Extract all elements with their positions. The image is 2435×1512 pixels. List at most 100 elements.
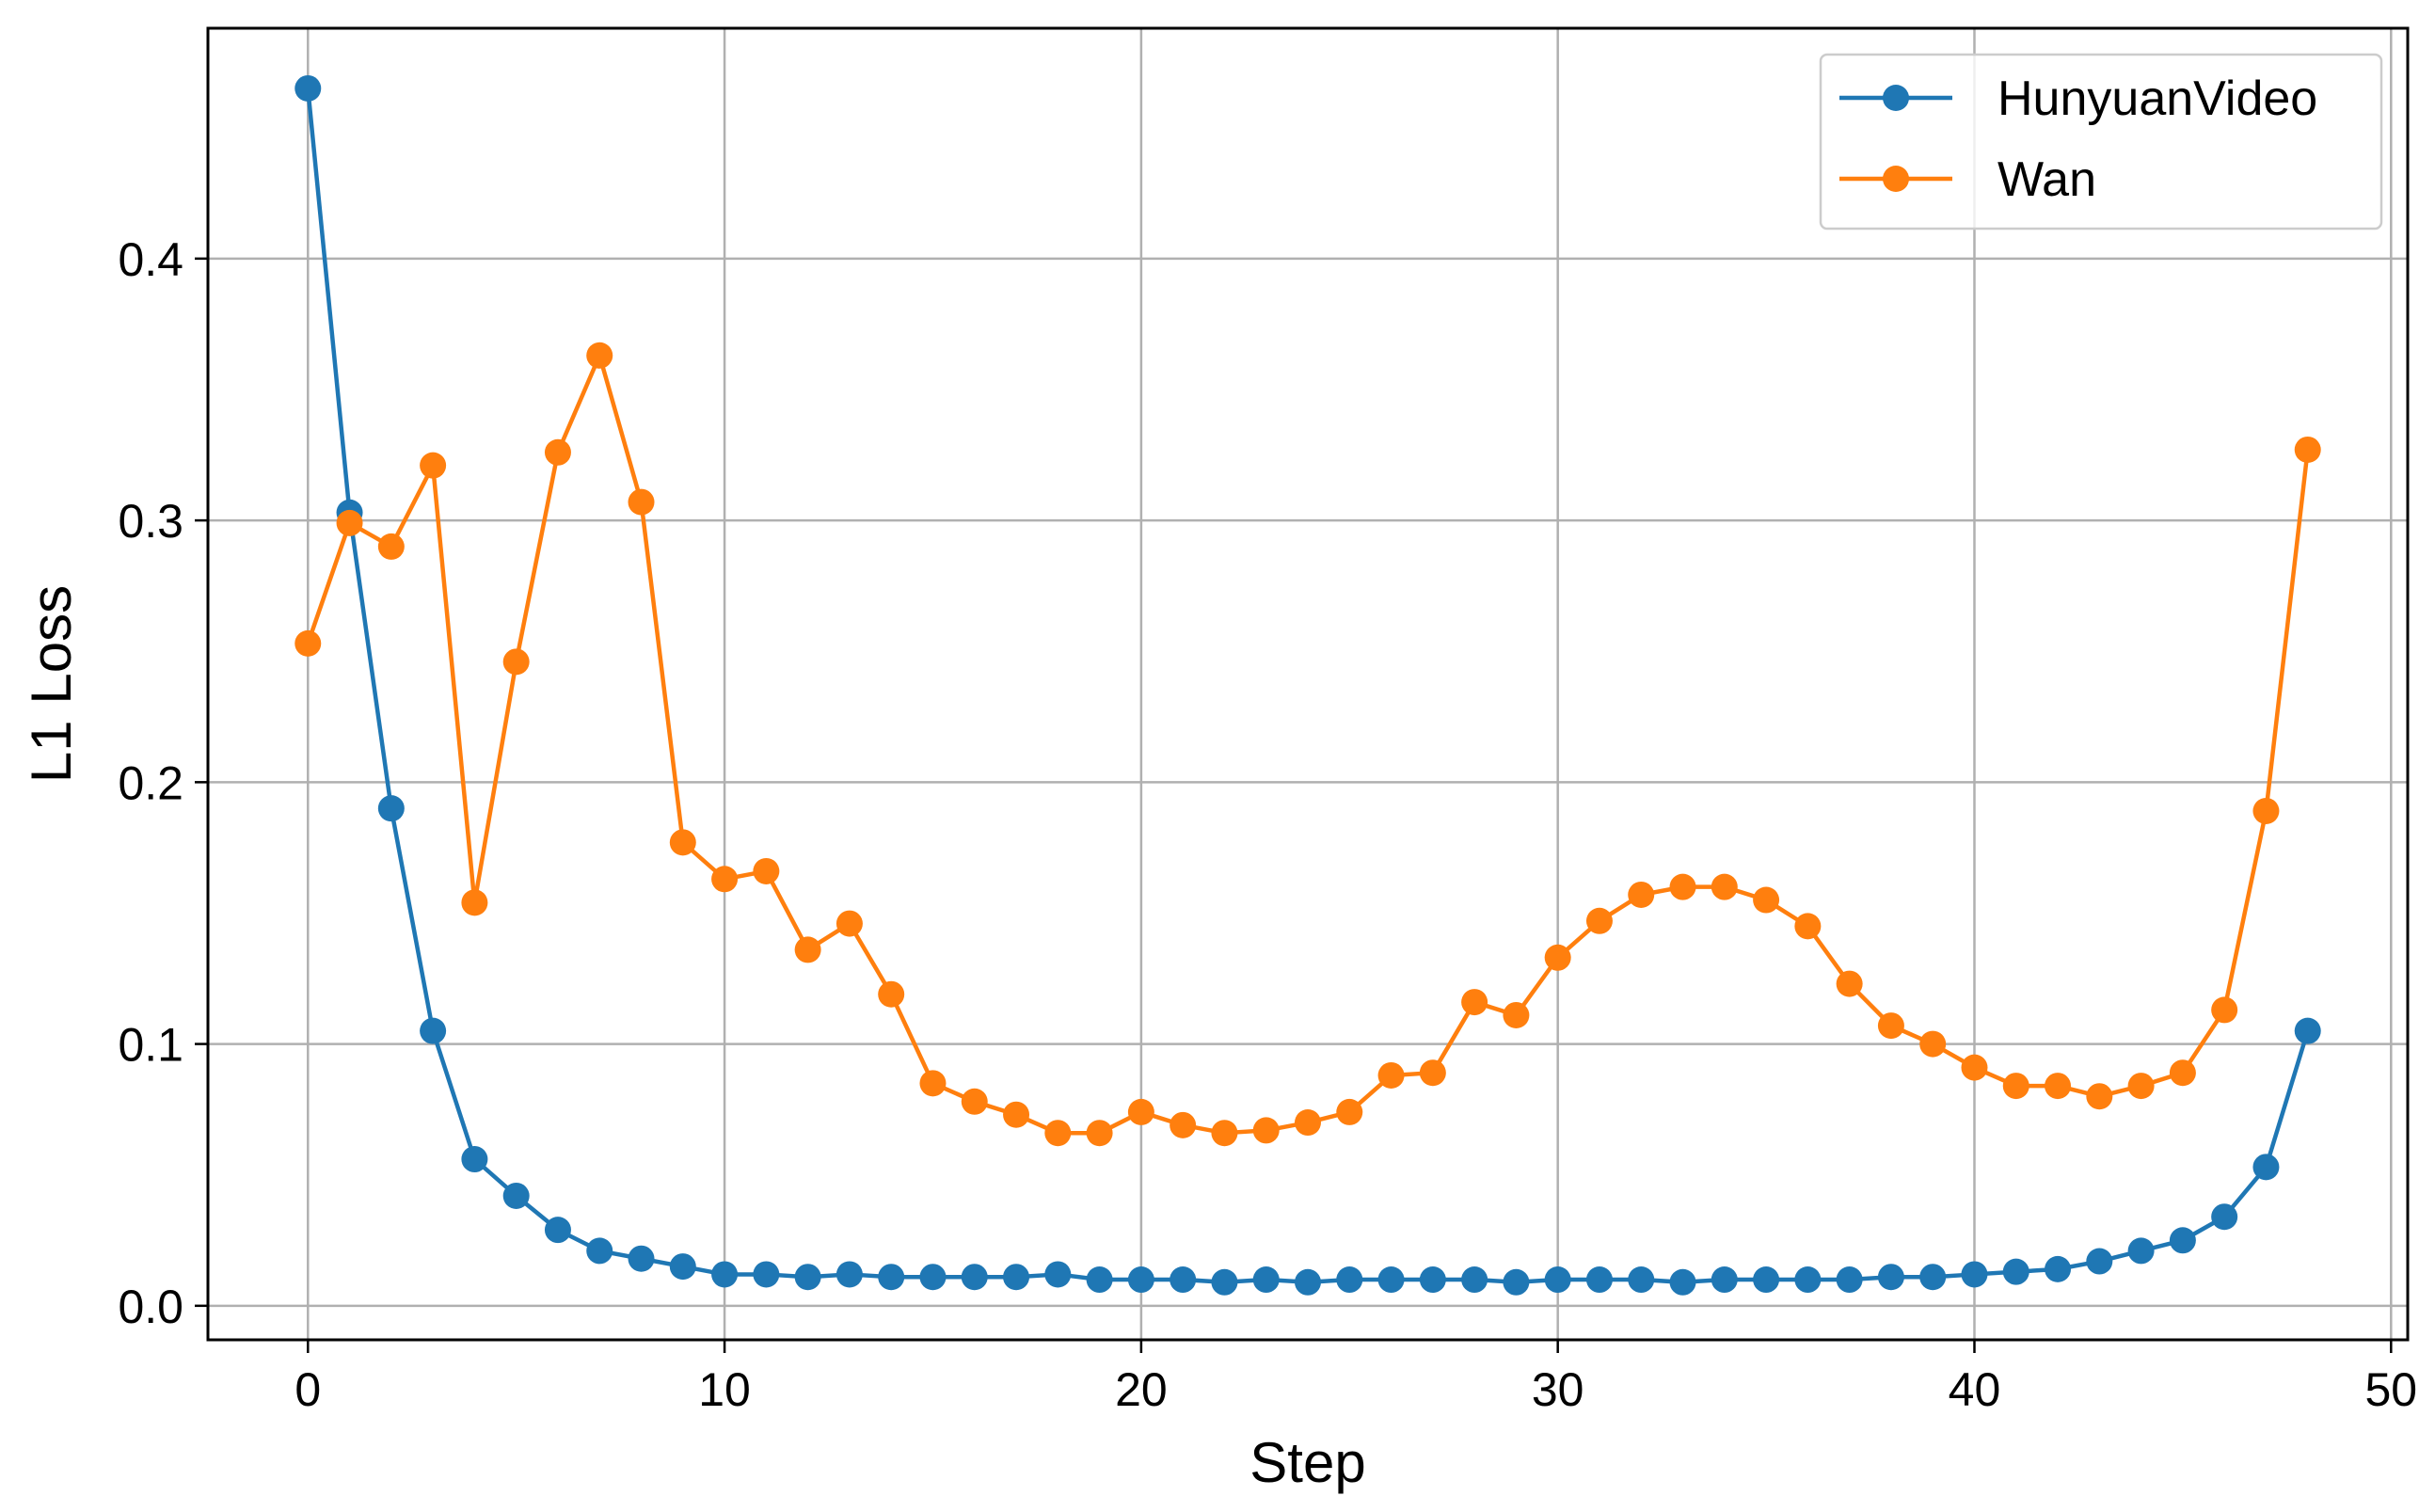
legend-box: [1819, 53, 2383, 231]
data-point-hunyuanvideo: [1585, 1266, 1613, 1294]
data-point-wan: [1669, 873, 1696, 900]
data-point-hunyuanvideo: [1377, 1266, 1405, 1294]
data-point-hunyuanvideo: [1170, 1266, 1197, 1294]
data-point-wan: [1961, 1054, 1988, 1081]
data-point-hunyuanvideo: [919, 1264, 947, 1291]
data-point-hunyuanvideo: [502, 1182, 530, 1209]
data-point-wan: [1003, 1101, 1030, 1128]
data-point-hunyuanvideo: [1503, 1268, 1530, 1296]
data-point-hunyuanvideo: [1711, 1266, 1738, 1294]
data-point-wan: [2294, 436, 2321, 463]
grid-lines: [208, 28, 2408, 1340]
data-point-hunyuanvideo: [294, 74, 322, 102]
data-point-wan: [669, 829, 696, 856]
data-point-hunyuanvideo: [1961, 1261, 1988, 1288]
data-point-wan: [336, 509, 363, 536]
data-point-hunyuanvideo: [2169, 1227, 2196, 1254]
data-point-wan: [544, 438, 571, 466]
data-point-hunyuanvideo: [1794, 1266, 1822, 1294]
x-tick-label: 30: [1532, 1363, 1584, 1416]
x-tick-label: 50: [2364, 1363, 2417, 1416]
data-point-hunyuanvideo: [1044, 1261, 1072, 1288]
data-point-wan: [1419, 1059, 1446, 1087]
data-point-wan: [2169, 1059, 2196, 1087]
data-point-hunyuanvideo: [794, 1264, 821, 1291]
data-point-hunyuanvideo: [586, 1237, 613, 1265]
y-axis-label: L1 Loss: [20, 585, 83, 783]
data-point-hunyuanvideo: [2002, 1258, 2029, 1285]
y-tick-label: 0.3: [118, 495, 183, 548]
data-point-wan: [753, 857, 780, 884]
plot-frame: [206, 26, 2410, 1342]
data-point-wan: [836, 910, 863, 937]
x-axis-label: Step: [1249, 1431, 1365, 1494]
data-point-hunyuanvideo: [2086, 1248, 2113, 1275]
data-point-hunyuanvideo: [1336, 1266, 1363, 1294]
legend: HunyuanVideo Wan: [1819, 53, 2383, 231]
data-point-wan: [2252, 797, 2280, 824]
axis-ticks: 0 10 20 30 40 50 0.0 0.1 0.2 0.3 0.4: [118, 233, 2417, 1416]
x-tick-label: 10: [698, 1363, 751, 1416]
data-point-wan: [1711, 873, 1738, 900]
data-point-wan: [1877, 1012, 1904, 1040]
data-point-wan: [586, 342, 613, 369]
data-point-wan: [1377, 1061, 1405, 1089]
data-point-hunyuanvideo: [1295, 1268, 1321, 1296]
data-point-hunyuanvideo: [377, 795, 405, 822]
data-point-hunyuanvideo: [2211, 1203, 2238, 1231]
data-point-wan: [1753, 886, 1780, 914]
data-point-hunyuanvideo: [1753, 1266, 1780, 1294]
data-point-wan: [1295, 1109, 1321, 1137]
data-point-hunyuanvideo: [1919, 1264, 1947, 1291]
data-point-hunyuanvideo: [878, 1264, 905, 1291]
legend-label-wan: Wan: [1997, 152, 2096, 207]
data-point-wan: [961, 1088, 988, 1115]
data-point-hunyuanvideo: [544, 1217, 571, 1244]
data-point-hunyuanvideo: [669, 1253, 696, 1281]
data-point-hunyuanvideo: [1836, 1266, 1863, 1294]
data-point-hunyuanvideo: [836, 1261, 863, 1288]
data-point-wan: [502, 648, 530, 676]
legend-label-hunyuanvideo: HunyuanVideo: [1997, 72, 2317, 126]
data-point-hunyuanvideo: [1628, 1266, 1655, 1294]
data-point-wan: [1585, 907, 1613, 934]
data-point-wan: [1503, 1001, 1530, 1028]
data-point-hunyuanvideo: [961, 1264, 988, 1291]
data-point-hunyuanvideo: [753, 1261, 780, 1288]
data-point-hunyuanvideo: [1877, 1264, 1904, 1291]
data-point-wan: [711, 866, 739, 893]
data-point-wan: [2002, 1073, 2029, 1100]
data-point-hunyuanvideo: [2252, 1154, 2280, 1181]
data-point-hunyuanvideo: [1669, 1268, 1696, 1296]
data-point-wan: [1461, 989, 1488, 1016]
data-point-wan: [1086, 1120, 1113, 1147]
legend-marker-hunyuanvideo: [1883, 85, 1909, 111]
data-point-wan: [1336, 1098, 1363, 1125]
data-point-wan: [1628, 881, 1655, 908]
data-point-hunyuanvideo: [420, 1017, 447, 1044]
data-point-wan: [2211, 996, 2238, 1024]
data-point-hunyuanvideo: [1544, 1266, 1571, 1294]
x-tick-label: 0: [294, 1363, 321, 1416]
data-point-hunyuanvideo: [2294, 1017, 2321, 1044]
data-point-hunyuanvideo: [628, 1245, 655, 1272]
y-tick-label: 0.2: [118, 756, 183, 809]
data-point-hunyuanvideo: [1086, 1266, 1113, 1294]
data-point-wan: [1544, 944, 1571, 971]
data-point-wan: [1127, 1098, 1154, 1125]
x-tick-label: 20: [1115, 1363, 1168, 1416]
data-point-hunyuanvideo: [1003, 1264, 1030, 1291]
data-point-hunyuanvideo: [1252, 1266, 1280, 1294]
data-point-hunyuanvideo: [461, 1146, 488, 1173]
data-point-hunyuanvideo: [2045, 1255, 2072, 1282]
data-point-wan: [1919, 1030, 1947, 1058]
y-tick-label: 0.1: [118, 1019, 183, 1072]
y-tick-label: 0.4: [118, 233, 183, 286]
x-tick-label: 40: [1949, 1363, 2001, 1416]
data-point-wan: [1044, 1120, 1072, 1147]
data-point-wan: [1836, 970, 1863, 997]
data-point-hunyuanvideo: [2127, 1237, 2155, 1265]
data-point-wan: [794, 936, 821, 963]
